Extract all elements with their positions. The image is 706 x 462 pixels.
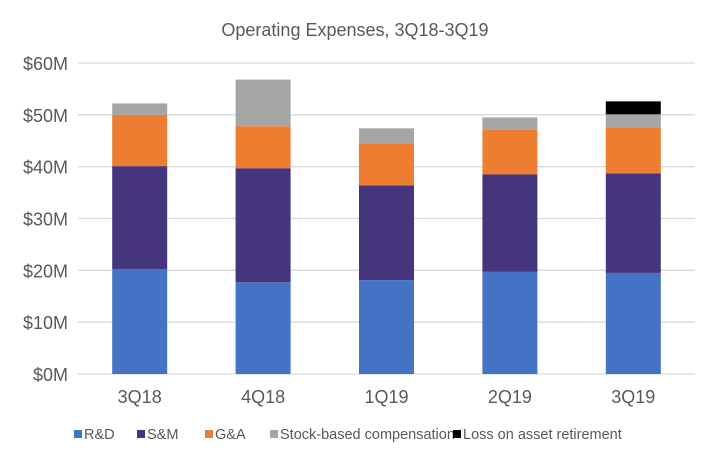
bar-segment-stock-based-compensation (482, 117, 538, 130)
legend-label: R&D (84, 427, 115, 443)
legend-item: G&A (205, 427, 246, 443)
bar-segment-g-a (482, 129, 538, 175)
bar-segment-r-d (605, 272, 661, 374)
legend-swatch (453, 430, 461, 438)
bar-segment-r-d (359, 280, 414, 374)
bar-segment-stock-based-compensation (112, 103, 168, 115)
legend-label: Stock-based compensation (280, 427, 455, 443)
y-tick-label: $0M (33, 365, 68, 385)
y-tick-label: $40M (23, 158, 68, 178)
bar-segment-loss-on-asset-retirement (605, 101, 661, 115)
legend-item: Stock-based compensation (270, 427, 455, 443)
legend-label: G&A (215, 427, 246, 443)
bar-segment-r-d (482, 271, 538, 374)
y-tick-label: $50M (23, 106, 68, 126)
bar-segment-s-m (482, 174, 538, 272)
bar-segment-stock-based-compensation (235, 79, 291, 127)
x-tick-label: 1Q19 (364, 387, 408, 407)
x-axis-labels: 3Q18 4Q18 1Q19 2Q19 3Q19 (118, 387, 656, 407)
bar-segment-s-m (359, 185, 414, 281)
y-tick-label: $60M (23, 54, 68, 74)
x-tick-label: 2Q19 (488, 387, 532, 407)
chart-title: Operating Expenses, 3Q18-3Q19 (221, 20, 488, 40)
bar-segment-r-d (235, 282, 291, 374)
legend-item: S&M (137, 427, 178, 443)
legend-swatch (74, 430, 82, 438)
x-tick-label: 3Q19 (611, 387, 655, 407)
y-tick-label: $30M (23, 210, 68, 230)
bar-segment-r-d (112, 269, 168, 374)
bar-segment-stock-based-compensation (605, 114, 661, 128)
bar-segment-g-a (605, 127, 661, 174)
x-tick-label: 3Q18 (118, 387, 162, 407)
bars (112, 79, 661, 374)
legend-label: S&M (147, 427, 178, 443)
bar-segment-s-m (235, 168, 291, 283)
legend-label: Loss on asset retirement (463, 427, 622, 443)
legend-swatch (205, 430, 213, 438)
x-tick-label: 4Q18 (241, 387, 285, 407)
legend: R&D S&M G&A Stock-based compensation Loss on… (74, 427, 622, 443)
bar-segment-g-a (235, 126, 291, 169)
bar-segment-s-m (605, 173, 661, 273)
y-tick-label: $10M (23, 313, 68, 333)
y-tick-label: $20M (23, 261, 68, 281)
legend-item: Loss on asset retirement (453, 427, 622, 443)
legend-swatch (270, 430, 278, 438)
bar-segment-s-m (112, 166, 168, 270)
bar-segment-g-a (112, 114, 168, 167)
bar-segment-stock-based-compensation (359, 128, 414, 144)
legend-swatch (137, 430, 145, 438)
y-axis-labels: $0M $10M $20M $30M $40M $50M $60M (23, 54, 68, 385)
bar-segment-g-a (359, 143, 414, 186)
legend-item: R&D (74, 427, 115, 443)
